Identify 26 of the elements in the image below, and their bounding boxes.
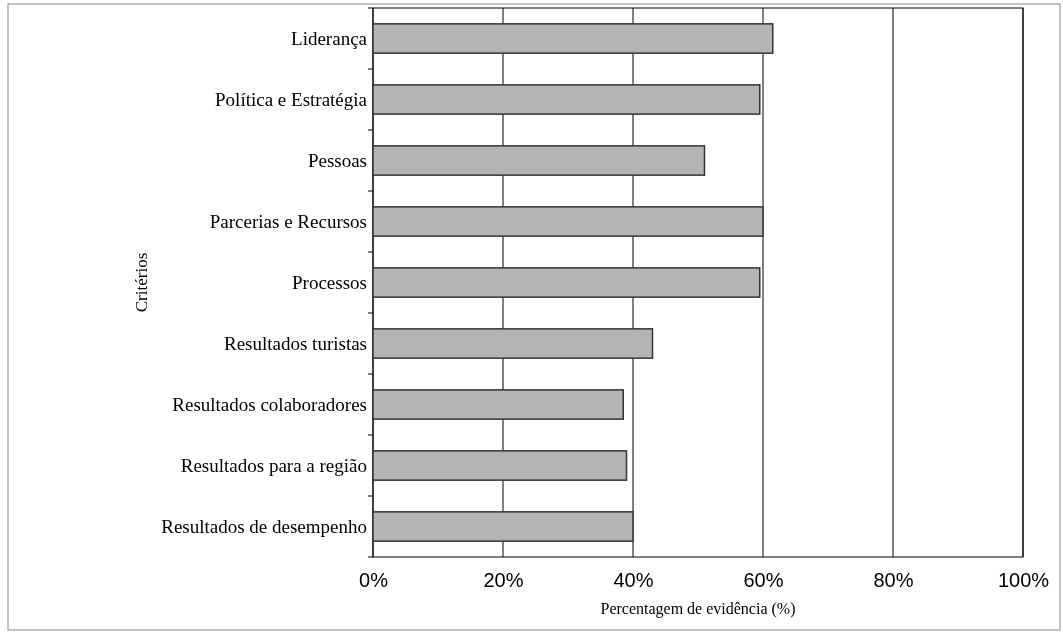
y-tick-label: Pessoas (307, 149, 367, 171)
x-tick-label: 0% (359, 569, 389, 592)
bar (372, 328, 654, 359)
y-tick-label: Liderança (291, 27, 368, 49)
bar (372, 389, 624, 420)
y-tick-label: Processos (292, 271, 367, 293)
y-tick-label: Resultados turistas (223, 332, 367, 354)
bar (372, 84, 761, 115)
x-tick-label: 40% (613, 569, 654, 592)
bar (372, 145, 706, 176)
x-tick-label: 100% (997, 569, 1050, 592)
x-axis-title: Percentagem de evidência (%) (600, 600, 796, 618)
bar (372, 206, 764, 237)
x-tick-label: 20% (483, 569, 524, 592)
bar (372, 450, 628, 481)
bar (372, 511, 634, 542)
y-tick-label: Política e Estratégia (215, 88, 368, 110)
x-tick-label: 80% (873, 569, 914, 592)
y-tick-label: Parcerias e Recursos (209, 210, 367, 232)
bar (372, 267, 761, 298)
y-tick-label: Resultados para a região (180, 454, 367, 476)
y-tick-label: Resultados de desempenho (161, 515, 367, 537)
y-tick-label: Resultados colaboradores (172, 393, 367, 415)
x-tick-label: 60% (743, 569, 784, 592)
y-axis-title: Critérios (132, 252, 152, 313)
bar (372, 23, 774, 54)
